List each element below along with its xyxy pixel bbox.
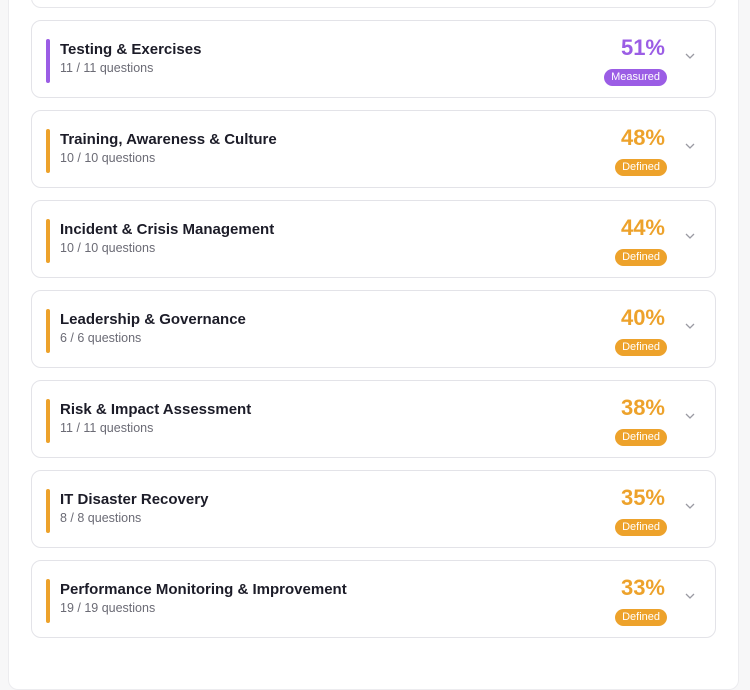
question-count: 11 / 11 questions [60, 61, 154, 75]
category-title: Leadership & Governance [60, 311, 246, 328]
maturity-badge: Defined [615, 429, 667, 446]
maturity-badge: Measured [604, 69, 667, 86]
question-count: 10 / 10 questions [60, 151, 156, 165]
question-count: 11 / 11 questions [60, 421, 154, 435]
chevron-down-icon[interactable] [683, 409, 697, 423]
accent-bar [46, 399, 50, 443]
chevron-down-icon[interactable] [683, 49, 697, 63]
category-card[interactable]: Testing & Exercises 11 / 11 questions 51… [31, 20, 716, 98]
question-count: 8 / 8 questions [60, 511, 142, 525]
score-percent: 48% [620, 125, 665, 150]
accent-bar [46, 579, 50, 623]
accent-bar [46, 219, 50, 263]
category-card-previous[interactable] [31, 0, 716, 8]
chevron-down-icon[interactable] [683, 589, 697, 603]
category-title: Testing & Exercises [60, 41, 202, 58]
category-title: Incident & Crisis Management [60, 221, 275, 238]
category-card[interactable]: IT Disaster Recovery 8 / 8 questions 35%… [31, 470, 716, 548]
score-percent: 33% [620, 575, 665, 600]
category-card[interactable]: Performance Monitoring & Improvement 19 … [31, 560, 716, 638]
chevron-down-icon[interactable] [683, 139, 697, 153]
maturity-badge: Defined [615, 339, 667, 356]
score-percent: 40% [620, 305, 665, 330]
maturity-badge: Defined [615, 249, 667, 266]
category-title: Performance Monitoring & Improvement [60, 581, 347, 598]
chevron-down-icon[interactable] [683, 229, 697, 243]
category-card[interactable]: Leadership & Governance 6 / 6 questions … [31, 290, 716, 368]
category-title: Risk & Impact Assessment [60, 401, 252, 418]
maturity-badge: Defined [615, 519, 667, 536]
category-title: Training, Awareness & Culture [60, 131, 277, 148]
question-count: 19 / 19 questions [60, 601, 156, 615]
category-card[interactable]: Risk & Impact Assessment 11 / 11 questio… [31, 380, 716, 458]
category-card[interactable]: Training, Awareness & Culture 10 / 10 qu… [31, 110, 716, 188]
accent-bar [46, 309, 50, 353]
accent-bar [46, 489, 50, 533]
category-card[interactable]: Incident & Crisis Management 10 / 10 que… [31, 200, 716, 278]
accent-bar [46, 129, 50, 173]
score-percent: 38% [620, 395, 665, 420]
maturity-badge: Defined [615, 609, 667, 626]
accent-bar [46, 39, 50, 83]
maturity-badge: Defined [615, 159, 667, 176]
score-percent: 35% [620, 485, 665, 510]
score-percent: 44% [620, 215, 665, 240]
chevron-down-icon[interactable] [683, 499, 697, 513]
score-percent: 51% [620, 35, 665, 60]
category-title: IT Disaster Recovery [60, 491, 209, 508]
chevron-down-icon[interactable] [683, 319, 697, 333]
question-count: 6 / 6 questions [60, 331, 142, 345]
question-count: 10 / 10 questions [60, 241, 156, 255]
